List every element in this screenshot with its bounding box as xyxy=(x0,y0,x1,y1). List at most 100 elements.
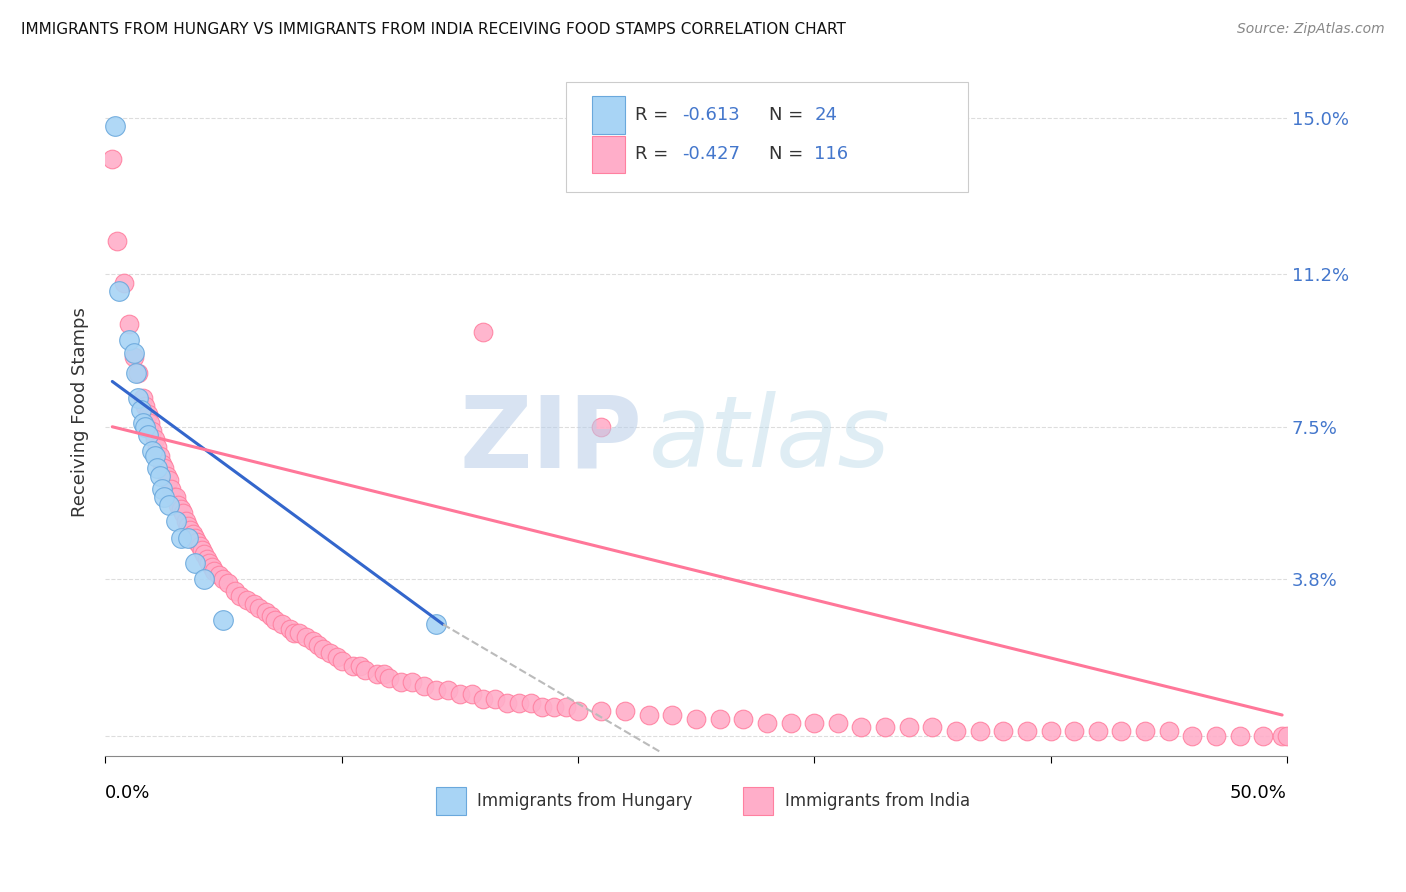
Point xyxy=(134,419,156,434)
Point xyxy=(174,515,197,529)
Point xyxy=(177,531,200,545)
Text: IMMIGRANTS FROM HUNGARY VS IMMIGRANTS FROM INDIA RECEIVING FOOD STAMPS CORRELATI: IMMIGRANTS FROM HUNGARY VS IMMIGRANTS FR… xyxy=(21,22,846,37)
Point xyxy=(132,391,155,405)
Point xyxy=(342,658,364,673)
Point xyxy=(425,683,447,698)
Point xyxy=(378,671,401,685)
Point xyxy=(122,350,145,364)
Point xyxy=(484,691,506,706)
Point xyxy=(146,441,169,455)
Point xyxy=(326,650,349,665)
Point xyxy=(1039,724,1062,739)
Point xyxy=(167,498,190,512)
Point xyxy=(193,548,215,562)
Point xyxy=(531,699,554,714)
Point xyxy=(153,490,176,504)
Point xyxy=(150,482,173,496)
Point xyxy=(156,469,179,483)
Point xyxy=(150,457,173,471)
Point xyxy=(200,559,222,574)
Point xyxy=(354,663,377,677)
Point xyxy=(170,502,193,516)
Point xyxy=(1157,724,1180,739)
FancyBboxPatch shape xyxy=(592,136,626,173)
Point xyxy=(129,403,152,417)
Point xyxy=(685,712,707,726)
Point xyxy=(118,317,141,331)
Point xyxy=(567,704,589,718)
Point xyxy=(127,391,149,405)
Text: -0.613: -0.613 xyxy=(682,106,740,124)
Text: atlas: atlas xyxy=(648,392,890,488)
Point xyxy=(212,613,235,627)
Point xyxy=(236,592,259,607)
Point xyxy=(1111,724,1133,739)
Point xyxy=(555,699,578,714)
Point xyxy=(139,416,162,430)
Point xyxy=(283,625,305,640)
Point xyxy=(193,572,215,586)
FancyBboxPatch shape xyxy=(567,82,967,193)
Text: Immigrants from India: Immigrants from India xyxy=(785,792,970,810)
Point xyxy=(177,518,200,533)
Point xyxy=(945,724,967,739)
Point xyxy=(165,515,187,529)
Point xyxy=(803,716,825,731)
Point xyxy=(472,325,495,339)
Point xyxy=(141,424,163,438)
Point xyxy=(993,724,1015,739)
Point xyxy=(508,696,530,710)
Point xyxy=(217,576,239,591)
Point xyxy=(295,630,318,644)
Point xyxy=(243,597,266,611)
Point xyxy=(105,235,128,249)
Point xyxy=(143,432,166,446)
Point xyxy=(148,449,170,463)
Point xyxy=(224,584,246,599)
Point xyxy=(118,333,141,347)
Point xyxy=(247,601,270,615)
Point xyxy=(389,675,412,690)
Point xyxy=(134,399,156,413)
Y-axis label: Receiving Food Stamps: Receiving Food Stamps xyxy=(72,308,89,517)
Point xyxy=(254,605,277,619)
Point xyxy=(875,720,897,734)
Point xyxy=(122,345,145,359)
Point xyxy=(897,720,920,734)
Point xyxy=(779,716,801,731)
Point xyxy=(172,506,194,520)
Point xyxy=(755,716,778,731)
Point xyxy=(733,712,755,726)
Text: 0.0%: 0.0% xyxy=(105,784,150,802)
Point xyxy=(921,720,943,734)
Point xyxy=(1015,724,1038,739)
Point xyxy=(1087,724,1109,739)
FancyBboxPatch shape xyxy=(744,787,773,814)
Point xyxy=(472,691,495,706)
Text: -0.427: -0.427 xyxy=(682,145,740,163)
Point xyxy=(425,617,447,632)
Point xyxy=(179,523,201,537)
FancyBboxPatch shape xyxy=(436,787,465,814)
Point xyxy=(330,655,353,669)
Point xyxy=(195,551,218,566)
Text: Immigrants from Hungary: Immigrants from Hungary xyxy=(478,792,693,810)
Point xyxy=(543,699,565,714)
Point xyxy=(591,419,613,434)
Point xyxy=(319,646,342,660)
Point xyxy=(153,461,176,475)
Point xyxy=(160,482,183,496)
Text: 24: 24 xyxy=(814,106,837,124)
Point xyxy=(413,679,436,693)
Point xyxy=(259,609,281,624)
Point xyxy=(851,720,873,734)
Point xyxy=(969,724,991,739)
Point xyxy=(264,613,287,627)
Point xyxy=(136,428,159,442)
Point xyxy=(157,498,180,512)
Point xyxy=(104,119,127,133)
Point xyxy=(1251,729,1274,743)
Point xyxy=(125,366,148,380)
Point xyxy=(101,152,124,166)
Point xyxy=(229,589,252,603)
